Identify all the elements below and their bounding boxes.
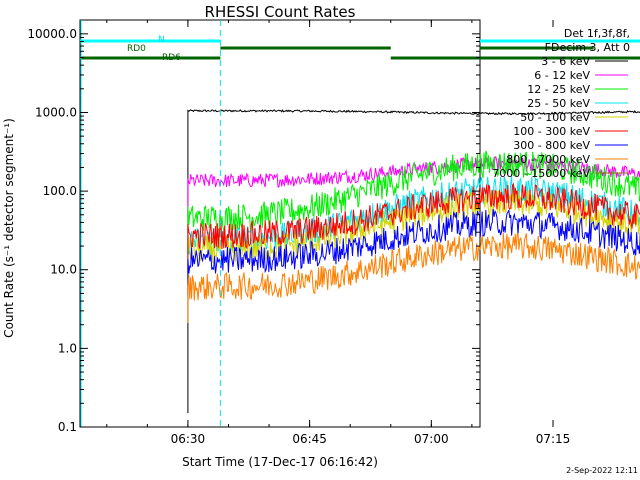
x-tick-label: 06:45 — [292, 432, 327, 446]
marker-layer — [80, 20, 221, 427]
legend-label-3-6-kev: 3 - 6 keV — [541, 55, 590, 68]
legend-label-6-12-kev: 6 - 12 keV — [534, 69, 590, 82]
y-tick-label: 100.0 — [43, 184, 77, 198]
series-line-6-12-kev — [187, 155, 640, 217]
x-axis-label: Start Time (17-Dec-17 06:16:42) — [182, 455, 378, 469]
y-axis-label: Count Rate (s⁻¹ detector segment⁻¹) — [2, 118, 16, 338]
series-line-300-800-kev — [187, 209, 640, 297]
chart-title: RHESSI Count Rates — [205, 3, 356, 21]
legend-label-7000-15000-kev: 7000 - 15000 keV — [492, 167, 590, 180]
legend-header-line: Det 1f,3f,8f, — [564, 27, 630, 40]
series-line-800-7000-kev — [187, 232, 640, 324]
y-tick-label: 1.0 — [58, 341, 77, 355]
flag-label-n: N — [158, 35, 165, 45]
legend-label-12-25-kev: 12 - 25 keV — [527, 83, 590, 96]
flag-label-rd0: RD0 — [127, 44, 146, 54]
x-tick-label: 06:30 — [171, 432, 206, 446]
series-layer — [187, 109, 640, 414]
legend-label-300-800-kev: 300 - 800 keV — [513, 139, 590, 152]
legend-label-25-50-kev: 25 - 50 keV — [527, 97, 590, 110]
y-tick-label: 0.1 — [58, 420, 77, 434]
flag-label-rd6: RD6 — [162, 53, 181, 63]
legend-label-100-300-kev: 100 - 300 keV — [513, 125, 590, 138]
axis-layer: 06:3006:4507:0007:1507:3007:450.11.010.0… — [27, 20, 571, 446]
series-line-100-300-kev — [187, 182, 640, 272]
timestamp: 2-Sep-2022 12:11 — [566, 466, 638, 475]
x-tick-label: 07:15 — [536, 432, 571, 446]
series-line-12-25-kev — [187, 150, 640, 255]
y-tick-label: 10.0 — [50, 263, 77, 277]
x-tick-label: 07:00 — [414, 432, 449, 446]
y-tick-label: 1000.0 — [35, 105, 77, 119]
legend-header-line: FDecim 3, Att 0 — [545, 41, 630, 54]
legend-label-800-7000-kev: 800 - 7000 keV — [506, 153, 590, 166]
y-tick-label: 10000.0 — [27, 27, 77, 41]
flag-layer: N RD0 RD6 — [80, 35, 640, 63]
series-line-3-6-kev — [187, 109, 640, 414]
legend-label-50-100-kev: 50 - 100 keV — [520, 111, 590, 124]
